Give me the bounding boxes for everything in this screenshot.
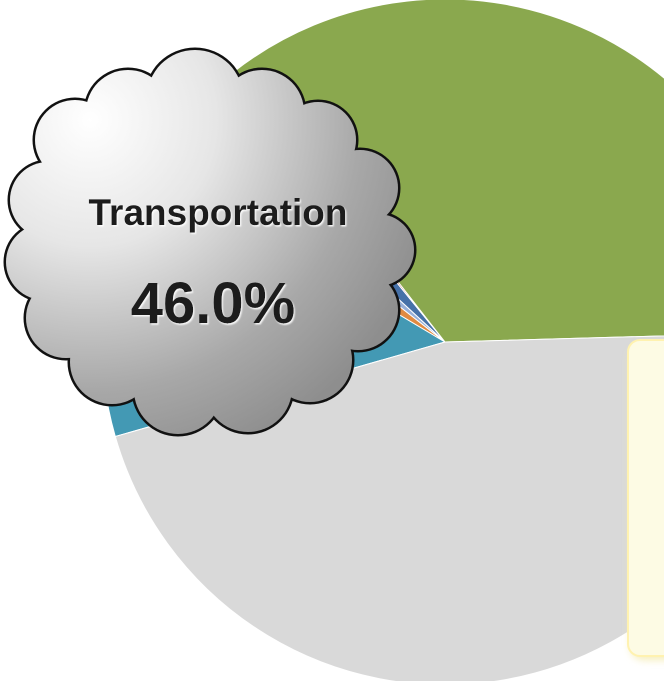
annotation-cloud: Transportation 46.0%	[3, 47, 417, 437]
pie-slice-6	[233, 0, 664, 343]
side-callout-panel	[627, 339, 664, 660]
cloud-shape	[3, 47, 417, 437]
annotation-value: 46.0%	[131, 271, 295, 336]
annotation-label: Transportation	[88, 192, 347, 233]
